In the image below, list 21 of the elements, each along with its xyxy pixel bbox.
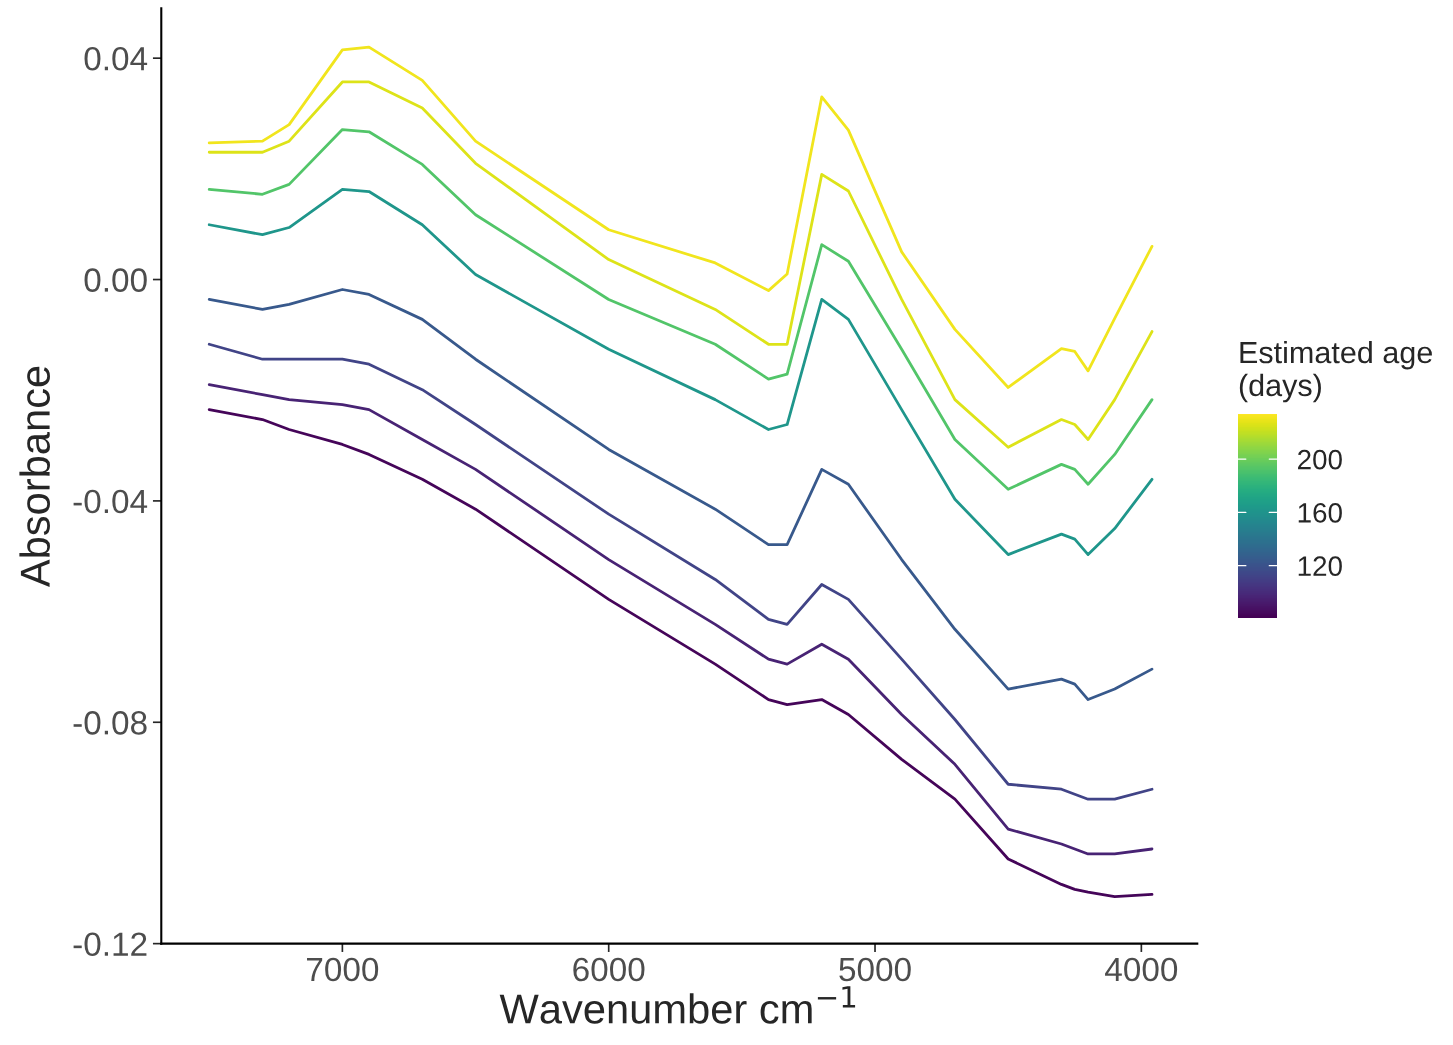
color-bar-title: Estimated age (days) [1239, 340, 1432, 403]
x-tick-label: 5000 [839, 957, 911, 982]
color-bar-label: 120 [1298, 556, 1342, 576]
y-tick-label: -0.08 [73, 711, 147, 735]
y-tick-label: 0.04 [84, 46, 148, 71]
line-series [207, 342, 1154, 801]
x-tick-label: 6000 [573, 957, 645, 982]
x-axis-title: Wavenumber cm$^{−1}$ [499, 986, 856, 1024]
x-tick-label: 4000 [1105, 957, 1178, 982]
y-axis-title: Absorbance [19, 366, 50, 588]
color-bar-label: 200 [1298, 449, 1342, 470]
y-tick-label: -0.12 [73, 932, 147, 957]
color-bar-label: 160 [1298, 503, 1342, 523]
x-tick-label: 7000 [307, 957, 379, 982]
line-series [207, 45, 1154, 389]
line-series [207, 128, 1154, 491]
line-series [207, 288, 1154, 701]
y-tick-label: 0.00 [84, 268, 147, 292]
y-tick-label: -0.04 [73, 489, 148, 514]
line-series [207, 187, 1154, 556]
line-series [207, 80, 1154, 449]
